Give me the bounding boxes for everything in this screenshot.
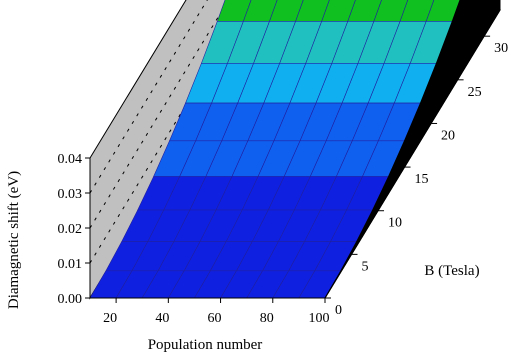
z-tick-label: 0.04 (58, 152, 83, 167)
left-wall-gridline (89, 0, 208, 194)
chart-axes: 0.00 0.01 0.02 0.03 0.04 20 40 60 80 100 0 5 10 15 20 2… (58, 9, 508, 326)
x-tick-label: 60 (208, 311, 222, 326)
y-tick-label: 5 (362, 259, 369, 274)
y-tick-label: 10 (388, 216, 402, 231)
y-axis-title: B (Tesla) (424, 263, 479, 279)
x-axis-title: Population number (148, 337, 263, 353)
y-tick-label: 25 (468, 85, 482, 100)
y-tick-label: 0 (335, 303, 342, 318)
z-tick-label: 0.00 (58, 292, 83, 307)
x-tick-label: 40 (155, 311, 169, 326)
x-tick-label: 20 (103, 311, 117, 326)
y-tick-label: 20 (441, 128, 455, 143)
y-tick-label: 30 (494, 41, 508, 56)
surface-mesh (89, 0, 501, 299)
y-tick-label: 15 (415, 172, 429, 187)
x-tick-label: 80 (260, 311, 274, 326)
z-axis-title: Diamagnetic shift (eV) (6, 171, 22, 309)
z-tick-label: 0.02 (58, 222, 83, 237)
z-tick-label: 0.01 (58, 257, 83, 272)
y-axis-line (324, 9, 501, 299)
left-wall-gridline (89, 0, 230, 229)
surface-side-face (324, 0, 501, 299)
x-tick-label: 100 (309, 311, 330, 326)
z-tick-label: 0.03 (58, 187, 83, 202)
